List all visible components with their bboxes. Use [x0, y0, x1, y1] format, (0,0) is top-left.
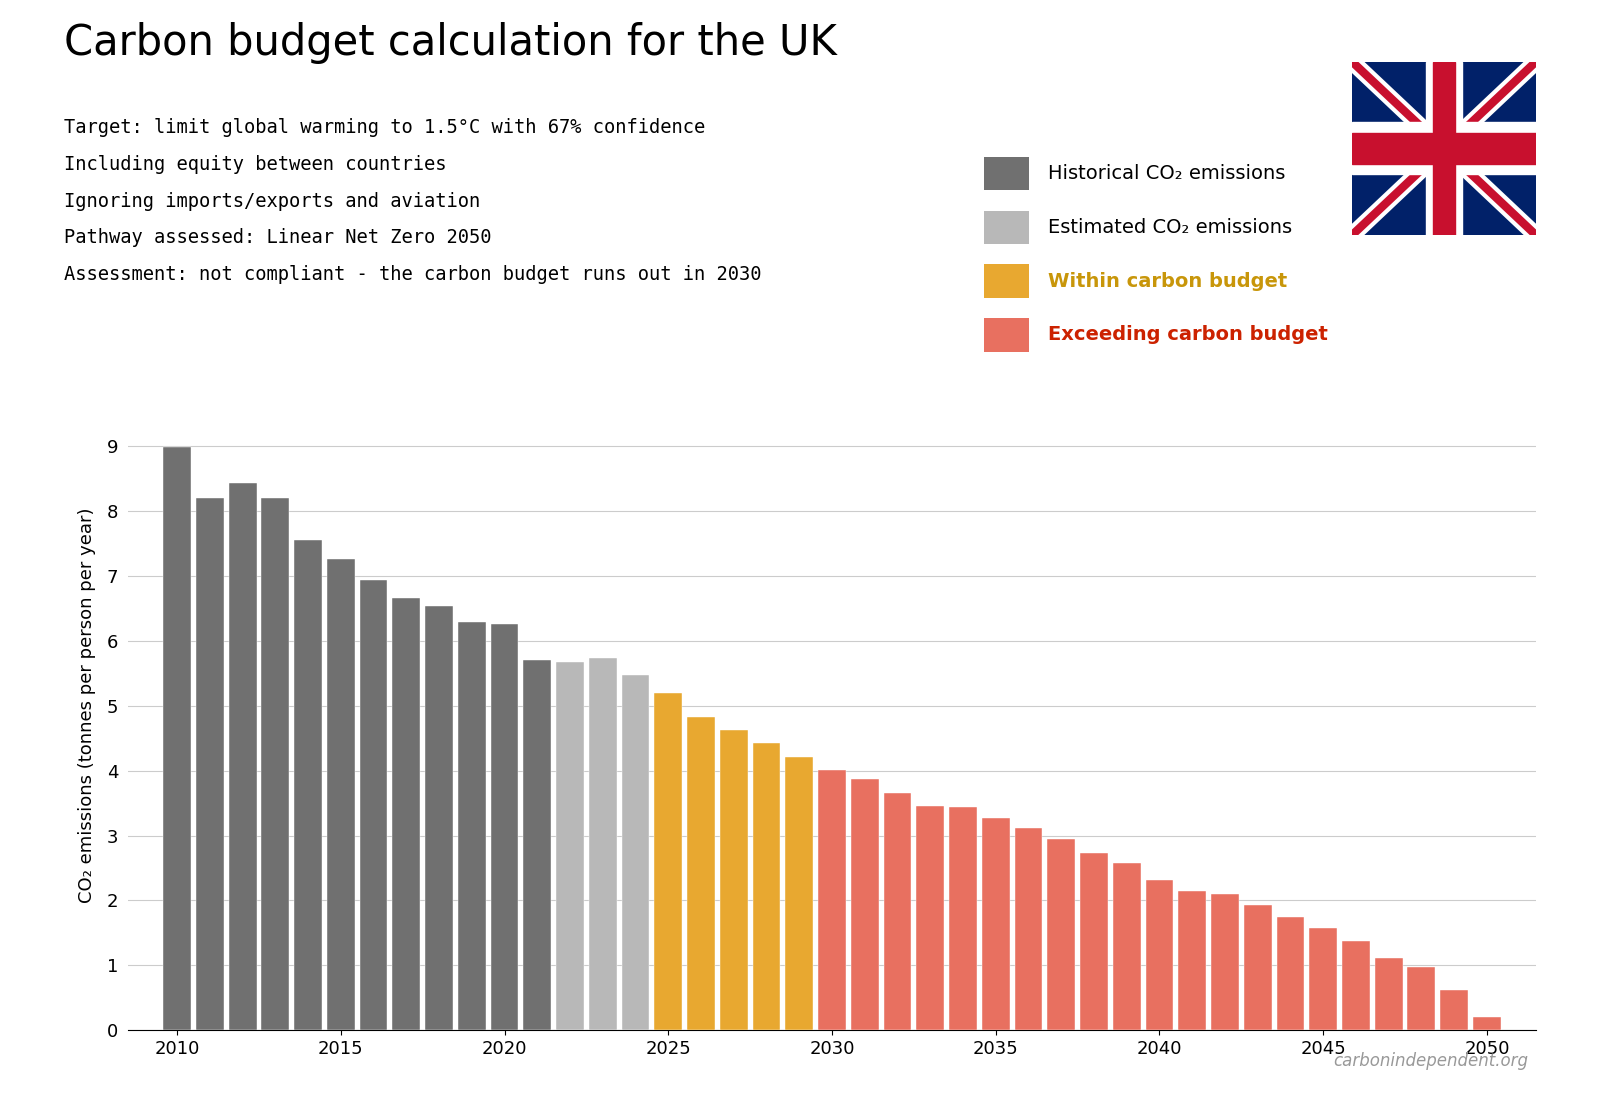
Bar	[1342, 942, 1370, 1030]
Text: Ignoring imports/exports and aviation: Ignoring imports/exports and aviation	[64, 192, 480, 211]
Bar	[261, 497, 290, 1030]
Text: Historical CO₂ emissions: Historical CO₂ emissions	[1048, 165, 1285, 183]
Bar	[1440, 990, 1469, 1030]
Y-axis label: CO₂ emissions (tonnes per person per year): CO₂ emissions (tonnes per person per yea…	[78, 507, 96, 904]
Text: Carbon budget calculation for the UK: Carbon budget calculation for the UK	[64, 22, 837, 65]
Bar	[1243, 905, 1272, 1030]
Bar	[851, 780, 878, 1030]
Bar	[1112, 864, 1141, 1030]
Bar	[195, 497, 224, 1030]
Bar	[622, 675, 650, 1030]
Bar	[360, 580, 387, 1030]
Bar	[294, 540, 322, 1030]
Bar	[949, 806, 978, 1030]
Text: Within carbon budget: Within carbon budget	[1048, 272, 1288, 290]
Bar	[1211, 894, 1238, 1030]
Bar	[1352, 122, 1536, 175]
Bar	[1426, 62, 1462, 235]
Text: Pathway assessed: Linear Net Zero 2050: Pathway assessed: Linear Net Zero 2050	[64, 228, 491, 248]
Text: Estimated CO₂ emissions: Estimated CO₂ emissions	[1048, 218, 1293, 236]
Bar	[229, 483, 256, 1030]
Bar	[917, 806, 944, 1030]
Bar	[982, 818, 1010, 1030]
Text: Assessment: not compliant - the carbon budget runs out in 2030: Assessment: not compliant - the carbon b…	[64, 265, 762, 284]
Bar	[491, 624, 518, 1030]
Bar	[686, 717, 715, 1030]
Bar	[1277, 916, 1304, 1030]
Bar	[589, 659, 616, 1030]
Bar	[1080, 853, 1107, 1030]
Bar	[523, 660, 552, 1030]
Bar	[1146, 879, 1173, 1030]
Bar	[654, 693, 682, 1030]
Bar	[1014, 829, 1042, 1030]
Bar	[818, 769, 846, 1030]
Bar	[786, 757, 813, 1030]
Bar	[557, 662, 584, 1030]
Bar	[720, 730, 747, 1030]
Bar	[883, 793, 912, 1030]
Bar	[1048, 839, 1075, 1030]
Bar	[1178, 890, 1206, 1030]
Text: Including equity between countries: Including equity between countries	[64, 155, 446, 174]
Bar	[1434, 62, 1454, 235]
Text: Target: limit global warming to 1.5°C with 67% confidence: Target: limit global warming to 1.5°C wi…	[64, 118, 706, 137]
Text: Exceeding carbon budget: Exceeding carbon budget	[1048, 326, 1328, 344]
Bar	[458, 623, 486, 1030]
Text: carbonindependent.org: carbonindependent.org	[1333, 1052, 1528, 1070]
Bar	[1374, 959, 1403, 1030]
Bar	[1474, 1017, 1501, 1030]
Bar	[752, 744, 781, 1030]
Bar	[1309, 928, 1338, 1030]
Bar	[392, 598, 421, 1030]
Bar	[163, 447, 190, 1030]
Bar	[426, 606, 453, 1030]
Bar	[1408, 967, 1435, 1030]
Bar	[326, 559, 355, 1030]
Bar	[1352, 133, 1536, 164]
